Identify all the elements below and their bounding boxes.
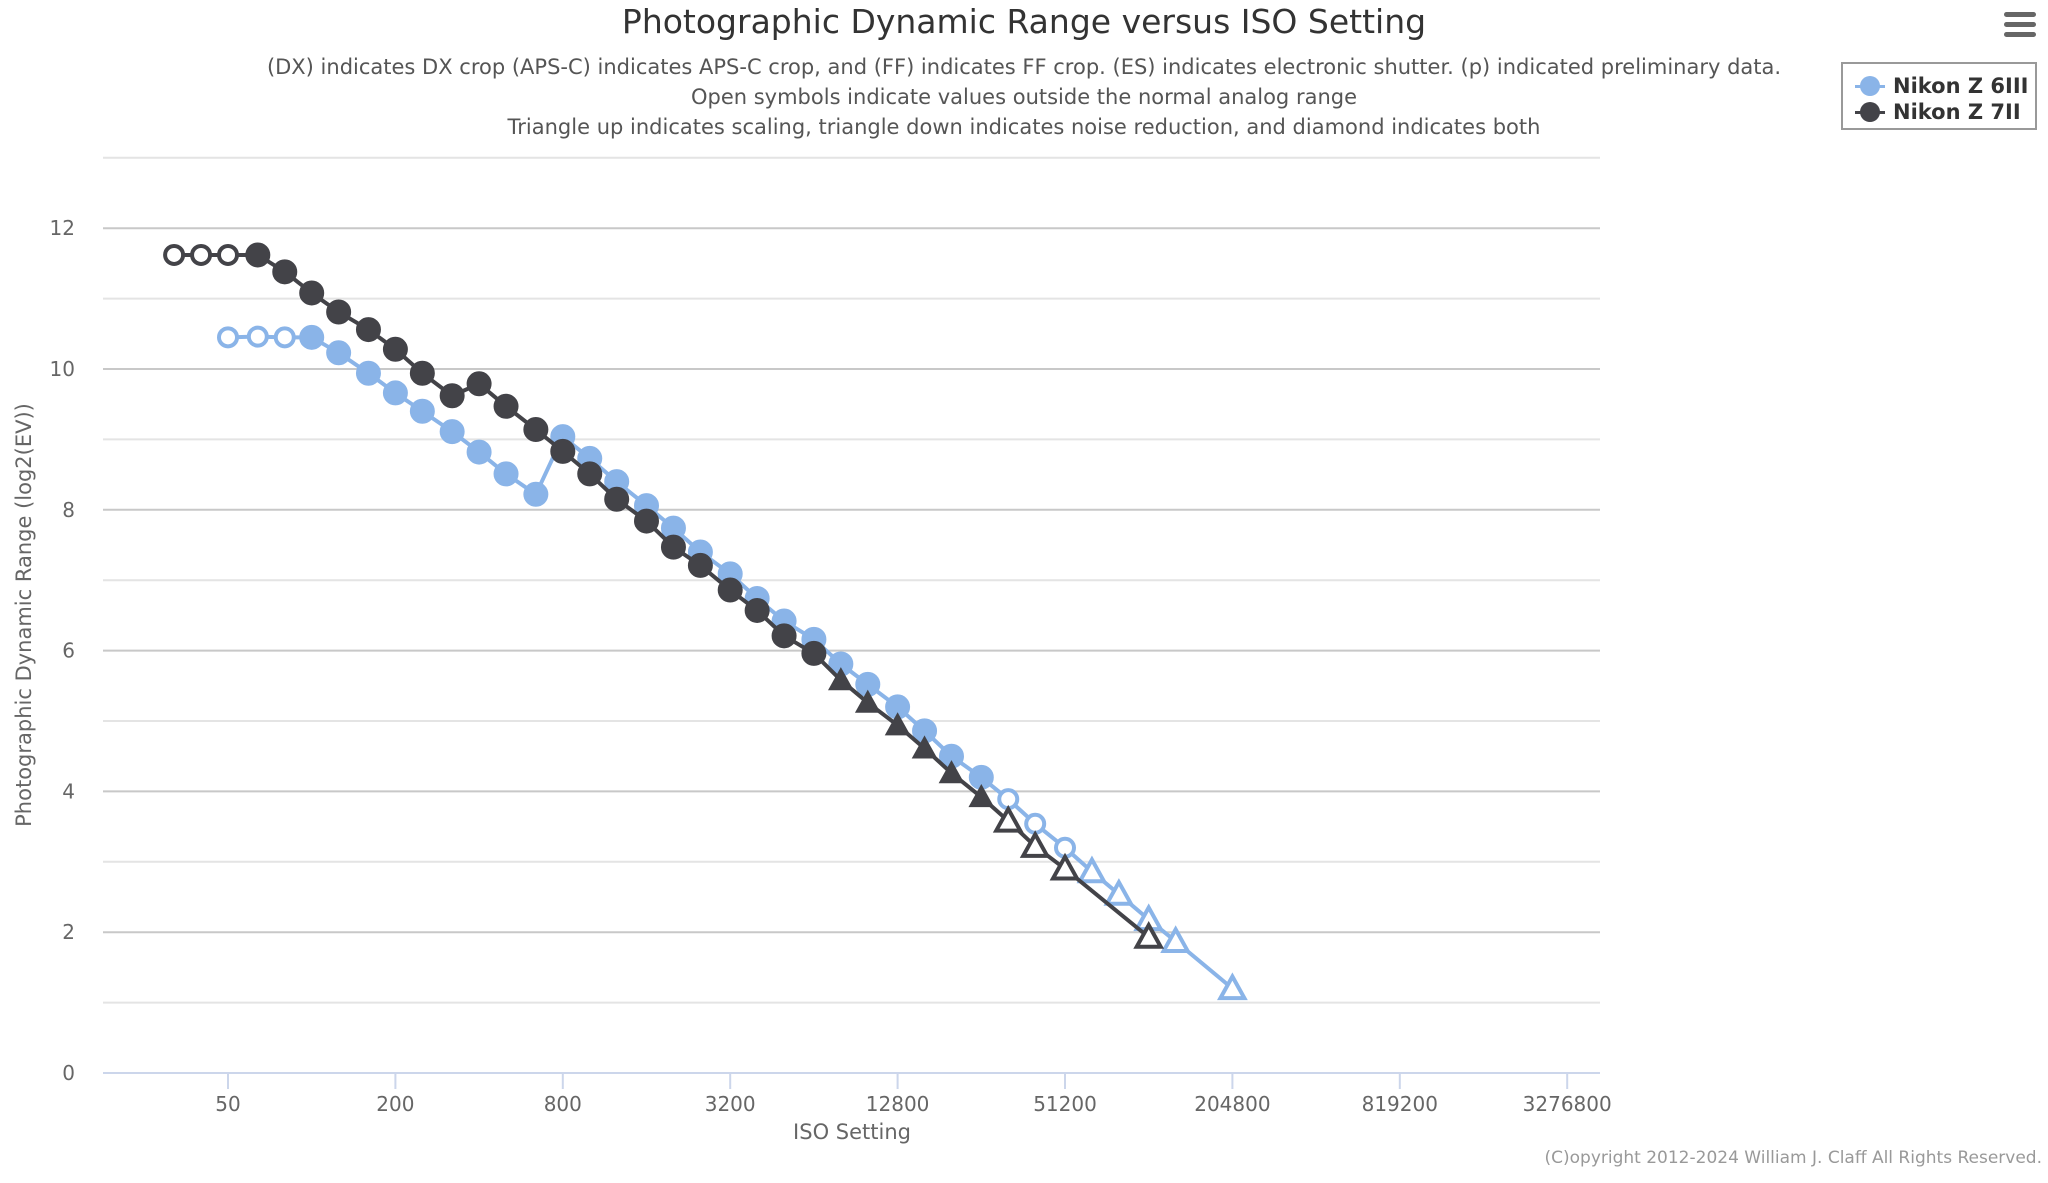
y-axis: 0 2 4 6 8 10 12: [50, 216, 75, 1085]
x-axis: 50 200 800 3200 12800 51200 204800 819200 327680…: [103, 1072, 1612, 1116]
data-point-circle-icon[interactable]: [273, 326, 296, 349]
data-point-triangle-up-icon[interactable]: [938, 760, 965, 784]
data-point-circle-icon[interactable]: [550, 438, 576, 464]
data-point-circle-icon[interactable]: [299, 280, 325, 306]
data-point-circle-icon[interactable]: [1024, 812, 1047, 835]
legend-label: Nikon Z 6III: [1893, 74, 2029, 98]
x-tick-label: 204800: [1194, 1092, 1270, 1116]
data-point-triangle-up-icon[interactable]: [1217, 972, 1248, 1001]
data-point-circle-icon[interactable]: [687, 552, 713, 578]
hamburger-menu-icon[interactable]: [2004, 12, 2036, 44]
series-nikon-z-7ii: [163, 242, 1165, 949]
data-point-circle-icon[interactable]: [493, 393, 519, 419]
data-point-triangle-up-icon[interactable]: [854, 689, 881, 713]
x-axis-label: ISO Setting: [793, 1120, 911, 1144]
chart-subtitle-line-3: Triangle up indicates scaling, triangle …: [507, 115, 1541, 139]
y-tick-label: 6: [62, 639, 75, 663]
chart-title: Photographic Dynamic Range versus ISO Se…: [621, 2, 1427, 41]
data-point-circle-icon[interactable]: [355, 360, 381, 386]
data-point-triangle-up-icon[interactable]: [827, 667, 854, 691]
y-tick-label: 4: [62, 779, 75, 803]
x-tick-label: 3276800: [1523, 1092, 1612, 1116]
data-point-circle-icon[interactable]: [771, 623, 797, 649]
x-tick-label: 12800: [866, 1092, 930, 1116]
data-point-circle-icon[interactable]: [523, 481, 549, 507]
data-point-circle-icon[interactable]: [717, 577, 743, 603]
x-tick-label: 819200: [1362, 1092, 1438, 1116]
legend-marker-circle-icon: [1855, 100, 1885, 124]
data-point-circle-icon[interactable]: [409, 360, 435, 386]
data-point-circle-icon[interactable]: [466, 371, 492, 397]
y-tick-label: 8: [62, 498, 75, 522]
legend-label: Nikon Z 7II: [1893, 100, 2021, 124]
data-point-circle-icon[interactable]: [604, 486, 630, 512]
data-point-circle-icon[interactable]: [217, 326, 239, 349]
data-point-circle-icon[interactable]: [634, 508, 659, 534]
data-point-circle-icon[interactable]: [523, 417, 549, 443]
data-point-triangle-up-icon[interactable]: [1133, 921, 1165, 949]
data-point-circle-icon[interactable]: [355, 317, 381, 343]
y-tick-label: 12: [50, 216, 75, 240]
data-point-triangle-up-icon[interactable]: [1019, 830, 1051, 858]
data-point-circle-icon[interactable]: [245, 242, 271, 268]
y-tick-label: 2: [62, 920, 75, 944]
data-series: [163, 242, 1248, 1001]
x-tick-label: 50: [215, 1092, 240, 1116]
data-point-circle-icon[interactable]: [326, 299, 352, 325]
data-point-circle-icon[interactable]: [163, 243, 186, 266]
legend-item-nikon-z7ii[interactable]: Nikon Z 7II: [1855, 100, 2021, 124]
y-tick-label: 10: [50, 357, 75, 381]
series-nikon-z-6iii: [217, 324, 1248, 1001]
series-line: [174, 252, 1150, 939]
y-axis-label: Photographic Dynamic Range (log2(EV)): [12, 403, 36, 827]
series-line: [227, 334, 1234, 991]
menu-bar: [2004, 12, 2036, 17]
chart-subtitle-line-1: (DX) indicates DX crop (APS-C) indicates…: [266, 55, 1782, 79]
data-point-circle-icon[interactable]: [493, 461, 519, 487]
copyright-notice: (C)opyright 2012-2024 William J. Claff A…: [1544, 1148, 2043, 1168]
data-point-triangle-up-icon[interactable]: [1076, 855, 1108, 884]
data-point-circle-icon[interactable]: [382, 380, 408, 406]
y-tick-label: 0: [62, 1061, 75, 1085]
chart-legend: Nikon Z 6III Nikon Z 7II: [1841, 62, 2037, 130]
data-point-circle-icon[interactable]: [466, 439, 492, 465]
data-point-triangle-up-icon[interactable]: [1160, 925, 1192, 953]
data-point-circle-icon[interactable]: [217, 243, 239, 266]
legend-marker-circle-icon: [1855, 74, 1885, 98]
chart-subtitle-line-2: Open symbols indicate values outside the…: [690, 85, 1358, 109]
data-point-circle-icon[interactable]: [382, 336, 408, 362]
menu-bar: [2004, 32, 2036, 37]
data-point-triangle-up-icon[interactable]: [911, 735, 938, 759]
x-tick-label: 800: [544, 1092, 582, 1116]
data-point-circle-icon[interactable]: [299, 324, 325, 350]
data-point-circle-icon[interactable]: [272, 259, 298, 285]
data-point-triangle-up-icon[interactable]: [1049, 852, 1081, 881]
x-tick-label: 51200: [1033, 1092, 1097, 1116]
data-point-circle-icon[interactable]: [660, 534, 686, 560]
data-point-circle-icon[interactable]: [326, 340, 352, 366]
data-point-circle-icon[interactable]: [577, 461, 603, 487]
data-point-circle-icon[interactable]: [744, 597, 770, 623]
data-point-triangle-up-icon[interactable]: [884, 712, 911, 736]
gridlines: [103, 156, 1600, 1004]
data-point-circle-icon[interactable]: [409, 398, 435, 424]
x-tick-label: 200: [376, 1092, 414, 1116]
menu-bar: [2004, 22, 2036, 27]
data-point-triangle-up-icon[interactable]: [968, 784, 995, 808]
x-tick-label: 3200: [705, 1092, 756, 1116]
data-point-circle-icon[interactable]: [801, 640, 827, 666]
legend-item-nikon-z6iii[interactable]: Nikon Z 6III: [1855, 74, 2028, 98]
data-point-circle-icon[interactable]: [439, 383, 465, 409]
data-point-circle-icon[interactable]: [190, 243, 213, 266]
data-point-triangle-up-icon[interactable]: [1103, 878, 1135, 906]
data-point-triangle-up-icon[interactable]: [992, 804, 1024, 833]
data-point-circle-icon[interactable]: [439, 419, 465, 445]
data-point-circle-icon[interactable]: [246, 325, 269, 348]
